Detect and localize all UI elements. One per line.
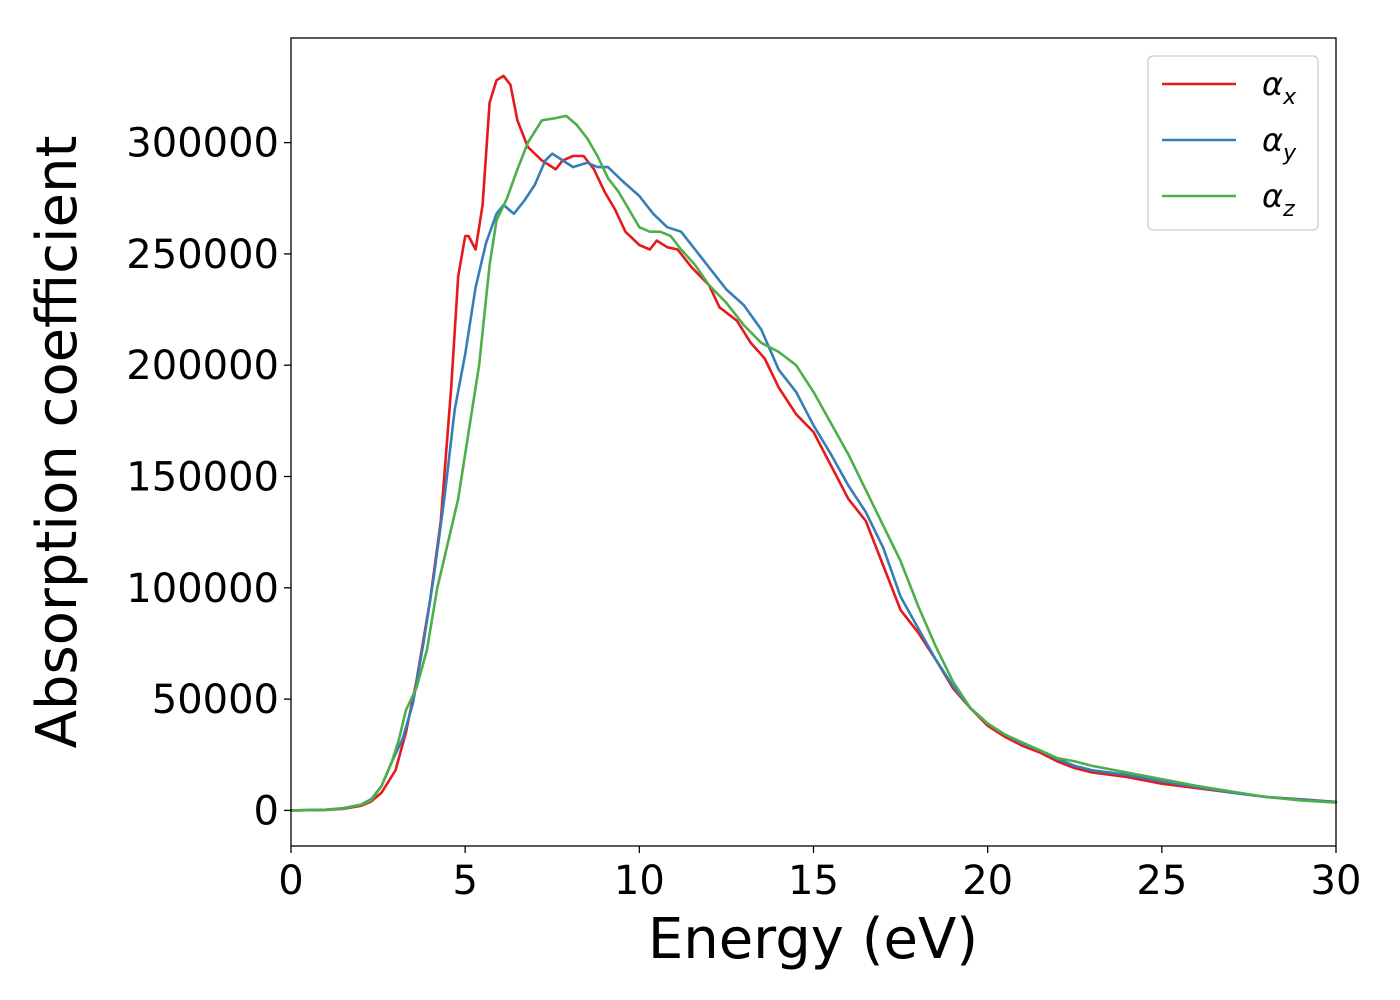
x-axis-title: Energy (eV) — [648, 907, 978, 972]
legend-item-y: αy — [1162, 121, 1297, 166]
legend-label: αx — [1262, 65, 1297, 110]
series-line-x — [289, 74, 1338, 812]
legend-item-x: αx — [1162, 65, 1297, 110]
y-tick-label: 50000 — [152, 677, 279, 723]
y-tick-label: 200000 — [126, 343, 279, 389]
y-tick-label: 250000 — [126, 232, 279, 278]
y-axis-ticks: 0 50000 100000 150000 200000 250000 300000 — [126, 121, 291, 834]
y-tick-label: 100000 — [126, 566, 279, 612]
y-tick-label: 150000 — [126, 455, 279, 501]
y-tick-label: 0 — [254, 788, 279, 834]
legend-label: αz — [1262, 177, 1295, 222]
legend-items: αx αy αz — [1162, 65, 1297, 222]
x-tick-label: 5 — [452, 858, 477, 904]
plot-frame — [290, 37, 1337, 847]
x-tick-label: 15 — [788, 858, 839, 904]
x-tick-label: 20 — [962, 858, 1013, 904]
series-line-z — [289, 114, 1338, 812]
legend-item-z: αz — [1162, 177, 1295, 222]
legend-label: αy — [1262, 121, 1297, 166]
x-tick-label: 10 — [614, 858, 665, 904]
x-tick-label: 0 — [278, 858, 303, 904]
y-tick-label: 300000 — [126, 121, 279, 167]
x-axis-ticks: 0 5 10 15 20 25 30 — [278, 846, 1361, 904]
legend: αx αy αz — [1147, 55, 1319, 231]
legend-box — [1147, 55, 1319, 231]
series-layer — [289, 74, 1338, 812]
x-tick-label: 25 — [1136, 858, 1187, 904]
x-tick-label: 30 — [1311, 858, 1362, 904]
y-axis-title: Absorption coefficient — [25, 136, 90, 749]
